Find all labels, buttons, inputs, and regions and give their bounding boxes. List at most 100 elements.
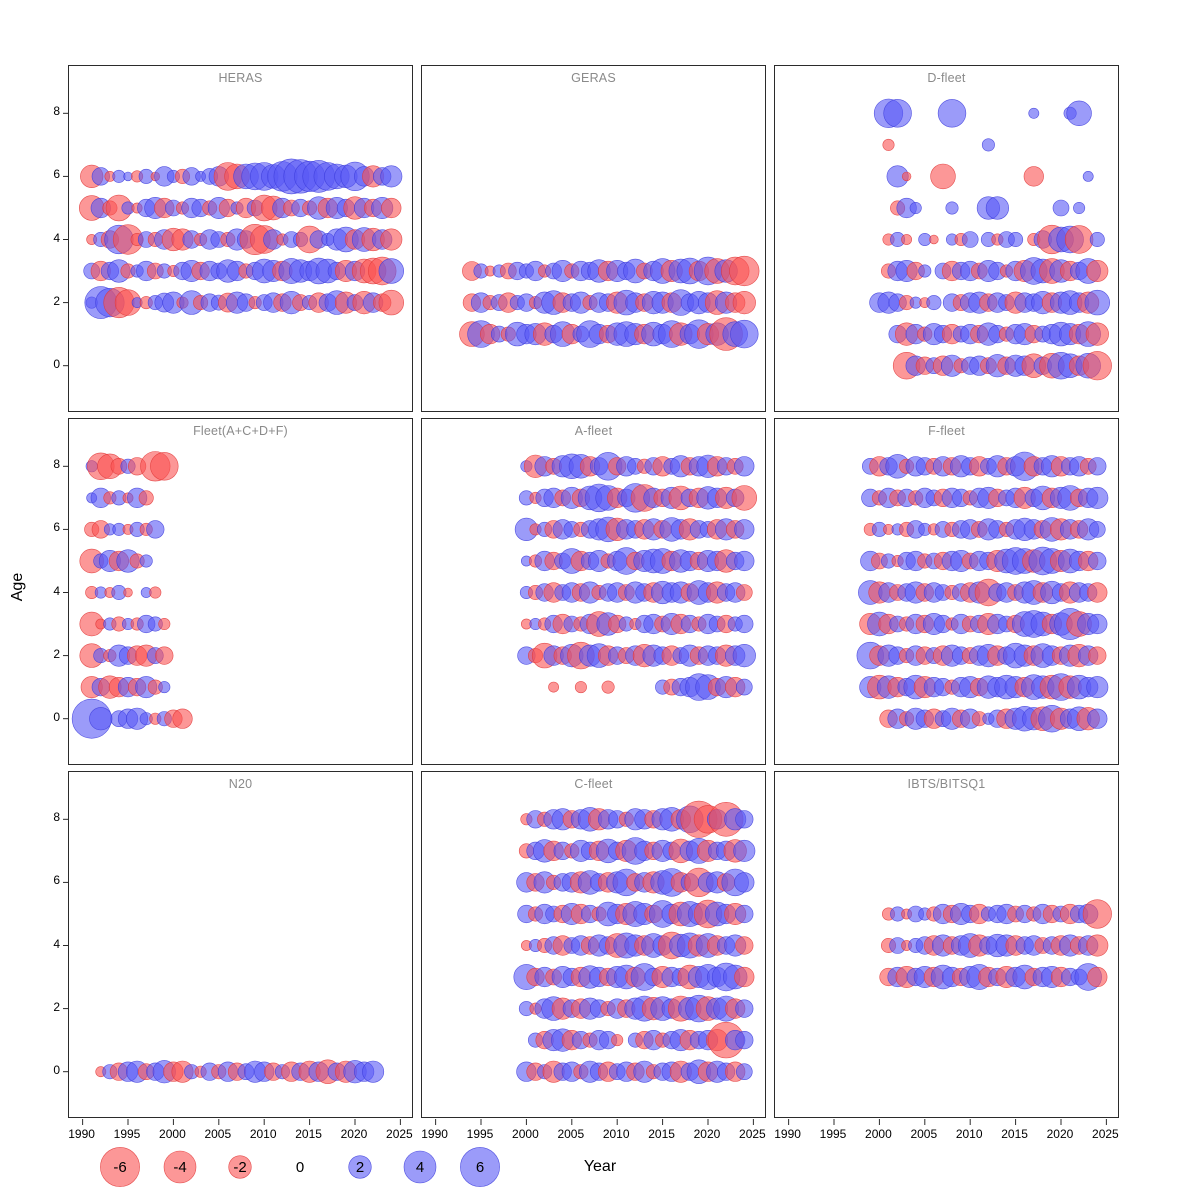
negative-residual-bubble [930, 163, 956, 190]
x-tick-label: 2000 [159, 1127, 186, 1141]
panel-title: A-fleet [574, 424, 613, 438]
y-tick-label: 0 [53, 356, 60, 371]
y-tick-label: 2 [53, 646, 60, 661]
panel-plot-area [514, 452, 757, 701]
positive-legend-circle [460, 1147, 500, 1187]
positive-residual-bubble [139, 554, 153, 568]
positive-residual-bubble [378, 258, 404, 284]
positive-residual-bubble [1066, 100, 1092, 127]
panel-c-fleet: C-fleet [421, 771, 766, 1125]
panel-plot-area [788, 899, 1112, 1125]
positive-residual-bubble [735, 810, 754, 829]
legend-value-label: 6 [475, 1158, 485, 1176]
x-tick-label: 1990 [68, 1127, 95, 1141]
negative-residual-bubble [172, 708, 193, 729]
panel-title: C-fleet [574, 777, 613, 791]
negative-residual-bubble [729, 255, 760, 287]
y-tick-label: 4 [53, 230, 60, 245]
legend-value-label: -4 [173, 1158, 187, 1176]
legend-item--6: -6 [95, 1142, 145, 1192]
y-tick-label: 0 [53, 1062, 60, 1077]
positive-residual-bubble [961, 231, 979, 248]
positive-residual-bubble [362, 1060, 385, 1083]
negative-residual-bubble [735, 584, 753, 601]
negative-residual-bubble [901, 234, 913, 245]
panel-plot-area [435, 800, 756, 1125]
positive-residual-bubble [735, 999, 754, 1018]
negative-legend-circle [228, 1155, 252, 1179]
x-tick-label: 2010 [602, 1127, 630, 1141]
negative-residual-bubble [1087, 582, 1108, 603]
positive-residual-bubble [1089, 232, 1105, 248]
legend-item-0: 0 [275, 1142, 325, 1192]
panel-heras: HERAS [63, 65, 413, 412]
positive-residual-bubble [734, 872, 755, 893]
positive-residual-bubble [734, 456, 755, 477]
legend-item--4: -4 [155, 1142, 205, 1192]
panel-title: GERAS [571, 71, 616, 85]
panel-ibts-bitsq1: IBTS/BITSQ1 [774, 771, 1119, 1125]
legend-bubble [460, 1147, 500, 1187]
positive-residual-bubble [380, 165, 403, 188]
positive-residual-bubble [123, 171, 133, 182]
x-axis-title: Year [583, 1158, 617, 1175]
positive-residual-bubble [158, 681, 171, 694]
positive-residual-bubble [735, 1063, 753, 1081]
panel-title: HERAS [218, 71, 263, 85]
negative-residual-bubble [611, 1034, 624, 1047]
y-tick-label: 8 [53, 810, 60, 825]
negative-residual-bubble [1086, 260, 1109, 283]
panel-d-fleet: D-fleet [774, 65, 1119, 412]
y-tick-label: 4 [53, 936, 60, 951]
negative-residual-bubble [574, 681, 587, 694]
positive-legend-circle [403, 1150, 437, 1184]
x-tick-label: 2015 [1001, 1127, 1028, 1141]
negative-residual-bubble [155, 646, 174, 665]
negative-residual-bubble [1082, 899, 1112, 929]
positive-residual-bubble [1087, 708, 1108, 729]
positive-residual-bubble [937, 99, 967, 128]
bubble-size-legend: -6 -4 -2 0 2 4 6 [0, 1142, 1200, 1194]
negative-legend-circle [100, 1147, 140, 1187]
x-tick-label: 2020 [693, 1127, 721, 1141]
positive-residual-bubble [1082, 171, 1094, 182]
y-axis-title: Age [9, 572, 26, 602]
panel-plot-area [63, 112, 404, 367]
positive-residual-bubble [735, 904, 754, 924]
panel-plot-area [856, 451, 1109, 733]
panel-fleet-a-c-d-f-: Fleet(A+C+D+F) [63, 418, 413, 765]
negative-residual-bubble [735, 936, 754, 955]
x-tick-label: 1990 [774, 1127, 801, 1141]
negative-residual-bubble [601, 680, 615, 694]
positive-residual-bubble [1088, 457, 1107, 476]
negative-residual-bubble [882, 138, 895, 151]
x-tick-label: 2020 [1046, 1127, 1074, 1141]
negative-residual-bubble [150, 452, 179, 481]
negative-residual-bubble [1082, 351, 1112, 381]
negative-residual-bubble [548, 681, 560, 693]
panel-title: Fleet(A+C+D+F) [193, 424, 288, 438]
positive-residual-bubble [735, 614, 754, 634]
x-tick-label: 2025 [386, 1127, 413, 1141]
legend-value-label: -2 [233, 1158, 247, 1176]
x-tick-label: 2000 [865, 1127, 892, 1141]
positive-residual-bubble [734, 519, 755, 540]
y-tick-label: 8 [53, 104, 60, 119]
negative-residual-bubble [901, 171, 912, 182]
negative-residual-bubble [158, 618, 171, 631]
legend-value-label: 4 [415, 1158, 425, 1176]
positive-residual-bubble [918, 233, 932, 247]
positive-residual-bubble [733, 839, 756, 862]
positive-residual-bubble [1084, 289, 1110, 316]
negative-residual-bubble [380, 228, 403, 251]
legend-item-6: 6 [455, 1142, 505, 1192]
positive-residual-bubble [734, 550, 755, 572]
x-tick-label: 2025 [739, 1127, 766, 1141]
negative-residual-bubble [381, 197, 402, 219]
positive-residual-bubble [735, 1031, 754, 1050]
positive-residual-bubble [1088, 521, 1106, 538]
negative-residual-bubble [1088, 646, 1107, 665]
legend-value-label: -6 [113, 1158, 127, 1176]
positive-residual-bubble [1088, 551, 1107, 571]
